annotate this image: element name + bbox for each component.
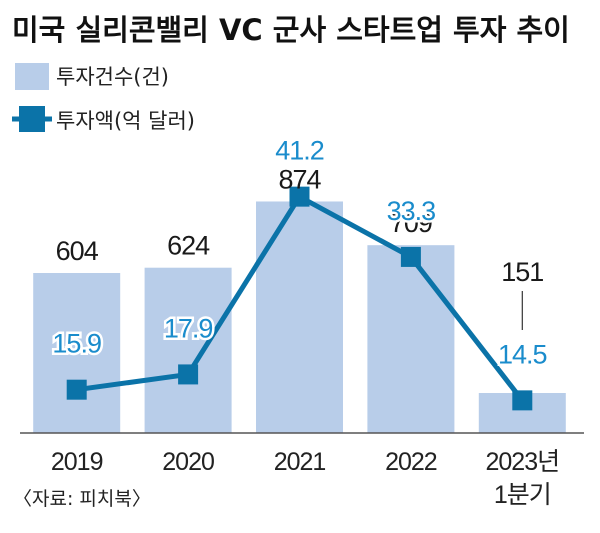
bar-value-label-2: 874 xyxy=(278,164,321,194)
source-note: 〈자료: 피치북〉 xyxy=(13,488,151,510)
bar-2 xyxy=(256,201,343,433)
x-tick-label-2: 2021 xyxy=(274,448,326,476)
bar-value-label-1: 624 xyxy=(167,231,210,261)
chart-title: 미국 실리콘밸리 VC 군사 스타트업 투자 추이 xyxy=(12,13,570,47)
line-value-label-1: 17.9 xyxy=(164,313,213,343)
line-value-label-0: 15.9 xyxy=(52,329,101,359)
x-tick-label-3: 2022 xyxy=(385,448,437,476)
line-marker-3 xyxy=(401,247,421,267)
bar-value-label-4: 151 xyxy=(501,257,543,287)
bar-series xyxy=(33,201,566,433)
line-value-label-2: 41.2 xyxy=(275,136,324,166)
legend: 투자건수(건) 투자액(억 달러) xyxy=(12,63,195,133)
x-tick-label-1: 2020 xyxy=(162,448,214,476)
bar-1 xyxy=(145,268,232,433)
legend-line-label: 투자액(억 달러) xyxy=(56,109,195,133)
chart: 미국 실리콘밸리 VC 군사 스타트업 투자 추이 투자건수(건) 투자액(억 … xyxy=(0,0,600,533)
line-marker-0 xyxy=(67,380,87,400)
x-tick-label-0: 2019 xyxy=(51,448,103,476)
line-value-label-3: 33.3 xyxy=(387,196,436,226)
legend-bar-label: 투자건수(건) xyxy=(56,65,169,89)
bar-value-label-0: 604 xyxy=(56,236,99,266)
bar-3 xyxy=(367,245,454,433)
line-marker-1 xyxy=(178,364,198,384)
legend-bar-swatch xyxy=(15,63,49,90)
legend-line-marker xyxy=(19,106,45,132)
line-marker-4 xyxy=(512,390,532,410)
x-tick-label-4: 2023년 xyxy=(485,448,559,476)
x-tick-label-4-line2: 1분기 xyxy=(494,481,551,509)
line-value-label-4: 14.5 xyxy=(498,339,547,369)
